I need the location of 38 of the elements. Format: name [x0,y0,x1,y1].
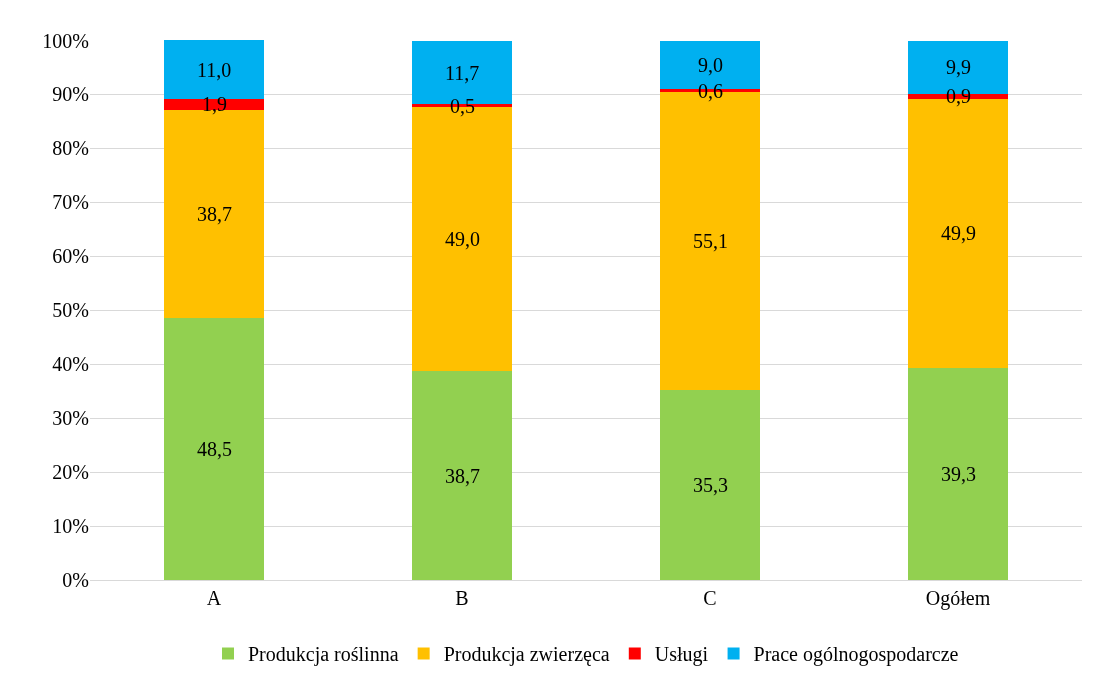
y-tick-label: 0% [62,569,89,591]
y-tick-label: 60% [52,245,89,268]
data-label: 39,3 [941,463,976,485]
data-label: 0,5 [450,95,475,117]
bar [660,389,760,580]
data-label: 9,0 [698,54,723,76]
y-tick-label: 90% [52,83,89,106]
data-label: 1,9 [202,93,227,115]
bar [412,371,512,580]
y-tick-label: 70% [52,191,89,214]
y-tick-label: 50% [52,299,89,322]
x-tick-label: A [206,587,222,609]
legend-label: Prace ogólnogospodarcze [753,643,959,667]
bar [164,318,264,580]
data-label: 0,6 [698,80,723,102]
y-tick-label: 80% [52,137,89,160]
data-label: 49,9 [941,222,976,244]
data-label: 9,9 [946,56,971,78]
bar [908,367,1008,580]
legend-label: Usługi [654,643,709,667]
y-tick-label: 100% [42,29,89,52]
data-label: 49,0 [445,228,480,250]
y-tick-label: 30% [52,407,89,430]
legend-label: Produkcja zwierzęca [443,643,610,667]
x-tick-label: Ogółem [925,587,991,610]
legend-label: Produkcja roślinna [248,643,399,667]
y-tick-label: 20% [52,461,89,484]
data-label: 11,0 [197,59,232,81]
data-label: 11,7 [445,62,480,84]
y-tick-label: 40% [52,353,89,376]
data-label: 35,3 [693,474,728,496]
data-label: 38,7 [197,203,232,225]
x-tick-label: C [703,587,717,609]
data-label: 55,1 [693,230,728,252]
x-tick-label: B [455,587,469,609]
y-tick-label: 10% [52,515,89,538]
data-label: 38,7 [445,465,480,487]
data-label: 48,5 [197,438,232,460]
